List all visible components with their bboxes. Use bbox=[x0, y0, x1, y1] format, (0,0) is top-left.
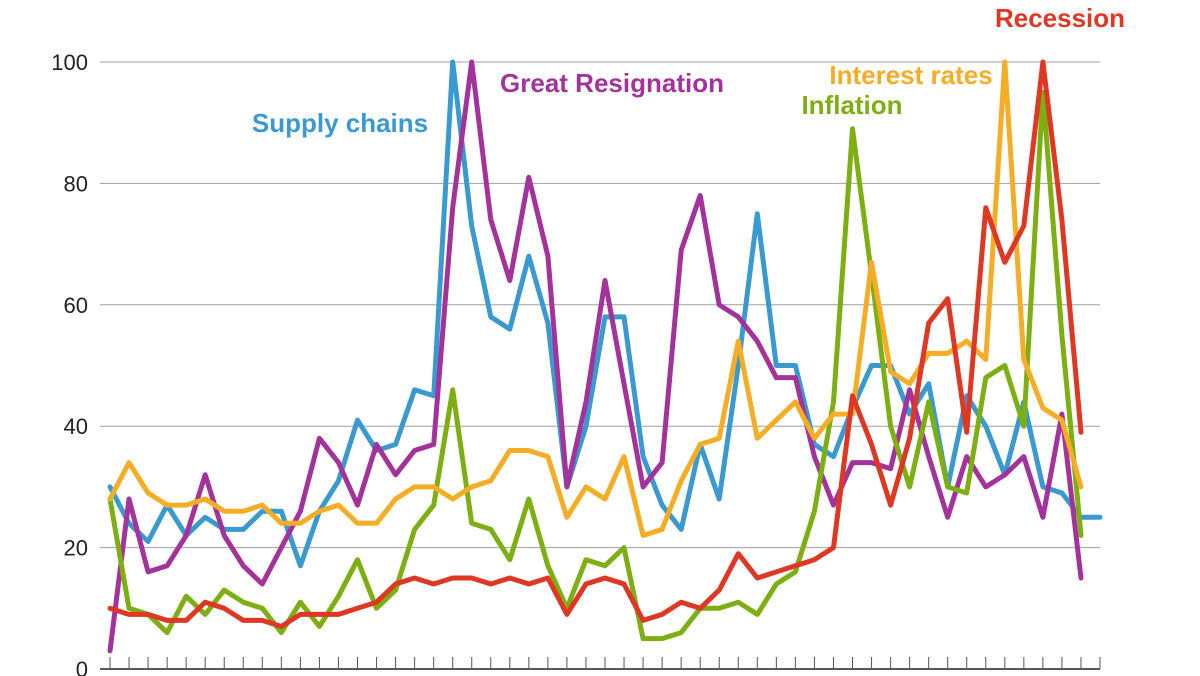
y-tick-label-60: 60 bbox=[64, 293, 88, 318]
series-line-recession bbox=[107, 59, 1084, 629]
series-label-inflation: Inflation bbox=[801, 90, 902, 120]
series-label-great-resignation: Great Resignation bbox=[500, 68, 724, 98]
series-lines bbox=[107, 59, 1103, 654]
series-label-interest-rates: Interest rates bbox=[829, 60, 992, 90]
series-line-great-resignation bbox=[107, 59, 1084, 654]
series-label-supply-chains: Supply chains bbox=[252, 108, 428, 138]
y-tick-label-20: 20 bbox=[64, 536, 88, 561]
y-tick-label-40: 40 bbox=[64, 414, 88, 439]
series-labels: Supply chains Great Resignation InflationI… bbox=[252, 3, 1125, 138]
series-line-inflation bbox=[107, 89, 1084, 642]
y-tick-label-80: 80 bbox=[64, 171, 88, 196]
series-line-supply-chains bbox=[107, 59, 1103, 569]
series-label-recession: Recession bbox=[995, 3, 1125, 33]
y-axis-tick-labels: 0 20 40 60 80 100 bbox=[51, 50, 88, 676]
y-tick-label-100: 100 bbox=[51, 50, 88, 75]
y-tick-label-0: 0 bbox=[76, 657, 88, 676]
x-axis bbox=[100, 657, 1101, 670]
